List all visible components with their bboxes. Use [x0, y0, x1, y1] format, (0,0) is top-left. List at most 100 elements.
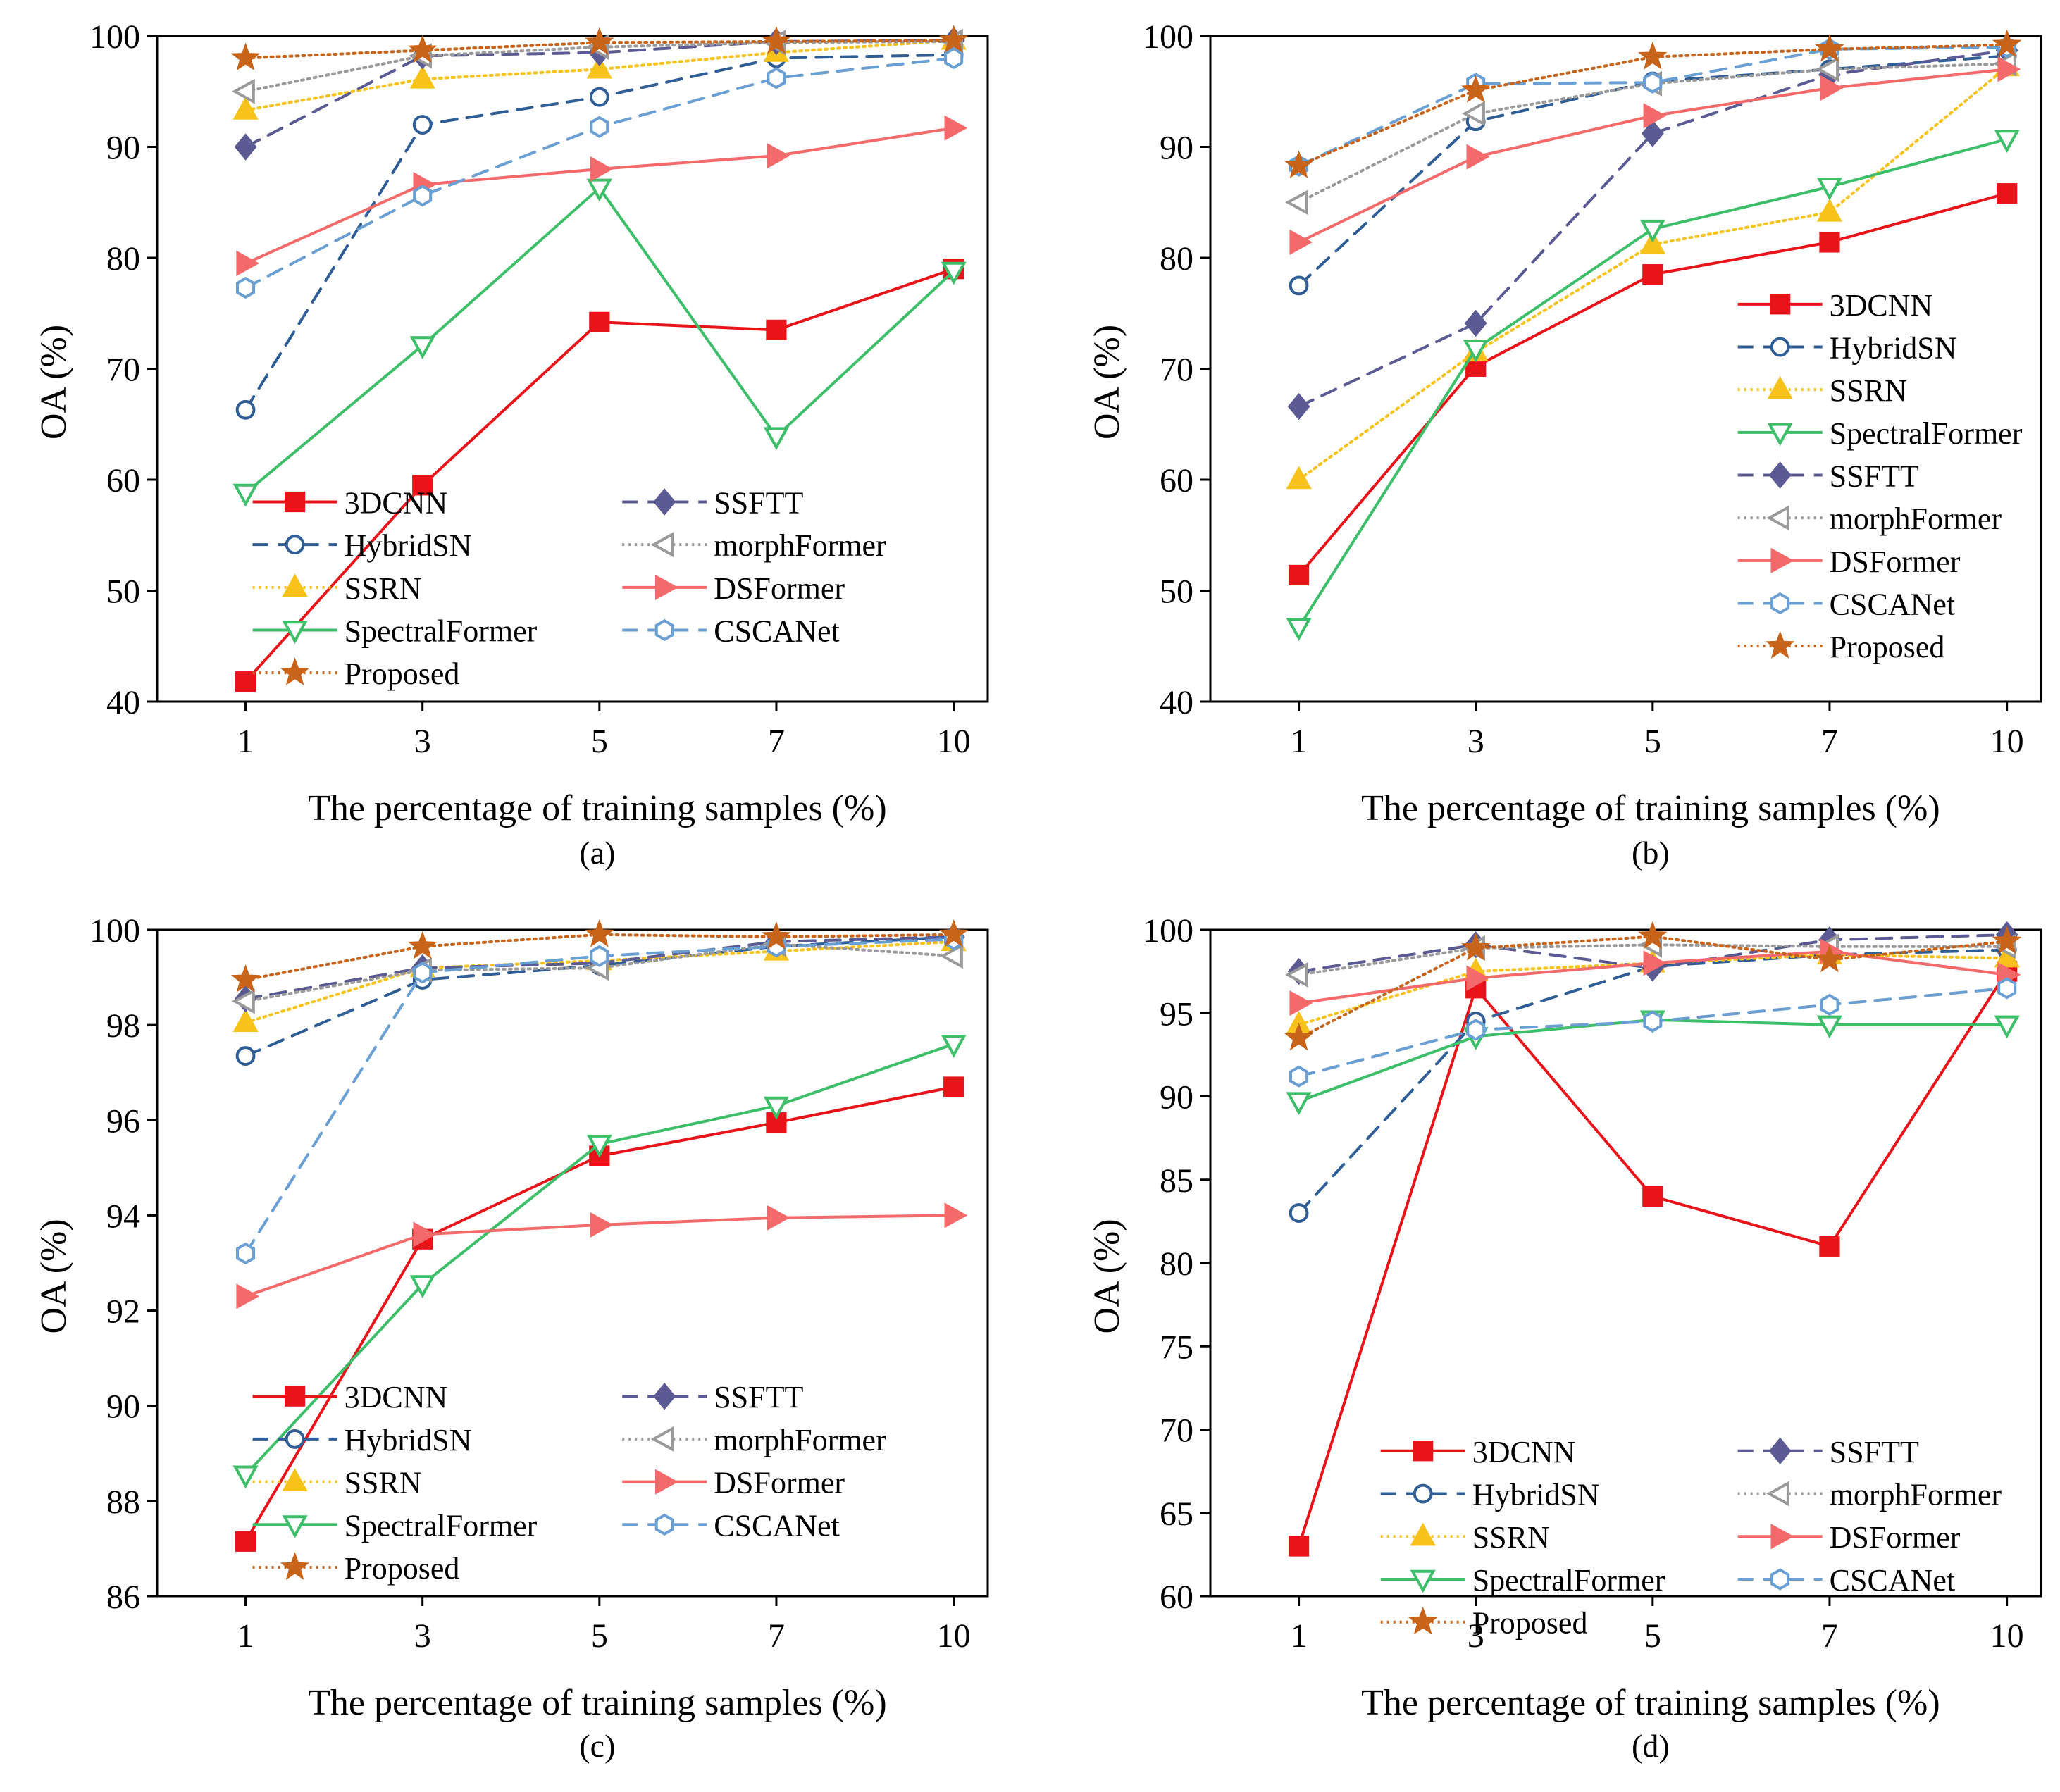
chart-panel-b: 40 50 60 70 80 90 100 1 3 5 7 10 The percentage of t…	[1087, 18, 2042, 871]
data-point	[1820, 993, 1839, 1016]
legend-marker	[1770, 1524, 1794, 1550]
legend-label: Proposed	[345, 1551, 460, 1586]
x-tick-label: 3	[1468, 723, 1484, 760]
data-point	[762, 26, 791, 54]
y-axis-label: OA (%)	[34, 325, 74, 440]
y-tick-label: 90	[106, 130, 140, 167]
x-tick-label: 5	[591, 1617, 608, 1655]
data-point	[230, 42, 261, 71]
series-cscanet	[1289, 977, 2017, 1088]
legend-item-hybridsn: HybridSN	[252, 528, 471, 563]
legend-item-dsformer: DSFormer	[622, 1466, 845, 1500]
data-point	[1815, 34, 1844, 62]
data-point	[412, 475, 433, 496]
x-tick-label: 1	[1291, 723, 1308, 760]
data-point	[1285, 189, 1308, 216]
legend-label: Proposed	[345, 657, 460, 691]
y-tick-label: 70	[106, 351, 140, 389]
legend-label: Proposed	[1830, 630, 1945, 664]
data-point	[1816, 56, 1839, 82]
data-point	[1462, 101, 1485, 127]
legend-label: HybridSN	[345, 1423, 472, 1457]
data-point	[1638, 42, 1668, 70]
data-point	[586, 178, 612, 202]
series-spectralformer	[1286, 130, 2020, 642]
legend-marker	[282, 1468, 308, 1491]
data-point	[1464, 309, 1487, 337]
data-point	[767, 67, 786, 89]
data-point	[412, 115, 433, 135]
data-point	[590, 116, 609, 138]
x-axis-label: The percentage of training samples (%)	[1361, 788, 1940, 828]
y-tick-label: 100	[89, 18, 140, 56]
series-dsformer	[236, 115, 968, 276]
legend-marker	[1410, 1522, 1436, 1546]
legend-label: HybridSN	[1830, 331, 1957, 366]
legend-item-cscanet: CSCANet	[622, 614, 840, 649]
data-point	[1994, 1015, 2020, 1039]
legend-marker	[655, 1469, 678, 1495]
legend-marker	[1410, 1569, 1436, 1593]
data-point	[235, 1531, 256, 1552]
data-point	[1289, 275, 1309, 296]
legend-item-ssrn: SSRN	[252, 571, 422, 606]
legend-marker	[653, 1382, 676, 1410]
x-tick-label: 10	[1990, 723, 2024, 760]
series-proposed	[1284, 921, 2022, 1051]
legend-marker	[282, 1515, 308, 1538]
data-point	[236, 1242, 256, 1265]
legend-label: SSFTT	[1830, 459, 1919, 494]
series-line	[1297, 54, 2009, 287]
legend-item-spectralformer: SpectralFormer	[252, 1508, 538, 1543]
y-tick-label: 100	[1143, 912, 1193, 950]
data-point	[1815, 944, 1844, 973]
data-point	[1287, 392, 1310, 421]
y-tick-label: 40	[106, 684, 140, 721]
y-tick-label: 50	[106, 573, 140, 611]
data-point	[1643, 71, 1663, 94]
series-dsformer	[1289, 938, 2021, 1016]
legend-marker	[1413, 1441, 1434, 1462]
data-point	[232, 96, 259, 120]
data-point	[232, 1009, 259, 1032]
data-point	[1992, 29, 2022, 58]
legend-marker	[1768, 461, 1792, 489]
y-tick-label: 96	[106, 1102, 140, 1140]
data-point	[589, 311, 610, 332]
panel-caption: (a)	[579, 835, 615, 871]
legend-label: morphFormer	[1830, 502, 2002, 536]
legend-marker	[284, 491, 306, 513]
data-point	[767, 1205, 790, 1231]
y-axis-label: OA (%)	[34, 1219, 74, 1333]
legend-marker	[1408, 1606, 1438, 1635]
data-point	[1288, 564, 1310, 586]
legend-marker	[1765, 630, 1795, 659]
data-point	[1284, 1022, 1314, 1051]
legend-item-proposed: Proposed	[1380, 1606, 1587, 1641]
y-tick-label: 90	[1160, 130, 1193, 167]
x-tick-label: 3	[414, 1617, 431, 1655]
data-point	[235, 1046, 256, 1066]
series-line	[244, 938, 955, 1255]
legend-label: SpectralFormer	[345, 1508, 538, 1543]
data-point	[1286, 1092, 1312, 1116]
plot-frame	[156, 35, 989, 703]
legend: 3DCNN HybridSN SSRN SpectralFormer Proposed S…	[252, 486, 886, 691]
legend-marker	[1770, 1568, 1790, 1591]
legend-item-hybridsn: HybridSN	[252, 1423, 472, 1457]
y-tick-label: 60	[106, 462, 140, 499]
y-tick-label: 85	[1160, 1162, 1193, 1200]
legend-marker	[650, 1426, 674, 1452]
legend-item-ssftt: SSFTT	[1737, 459, 1919, 494]
legend-label: SpectralFormer	[1472, 1563, 1665, 1598]
data-point	[235, 399, 256, 420]
legend-label: SSFTT	[714, 1380, 803, 1414]
legend-marker	[280, 657, 310, 685]
legend-label: morphFormer	[714, 1423, 886, 1457]
legend: 3DCNN HybridSN SSRN SpectralFormer SSFTT morp…	[1737, 288, 2023, 664]
data-point	[1641, 120, 1664, 147]
data-point	[236, 250, 260, 276]
data-point	[1992, 926, 2022, 954]
series-line	[1297, 43, 2009, 168]
